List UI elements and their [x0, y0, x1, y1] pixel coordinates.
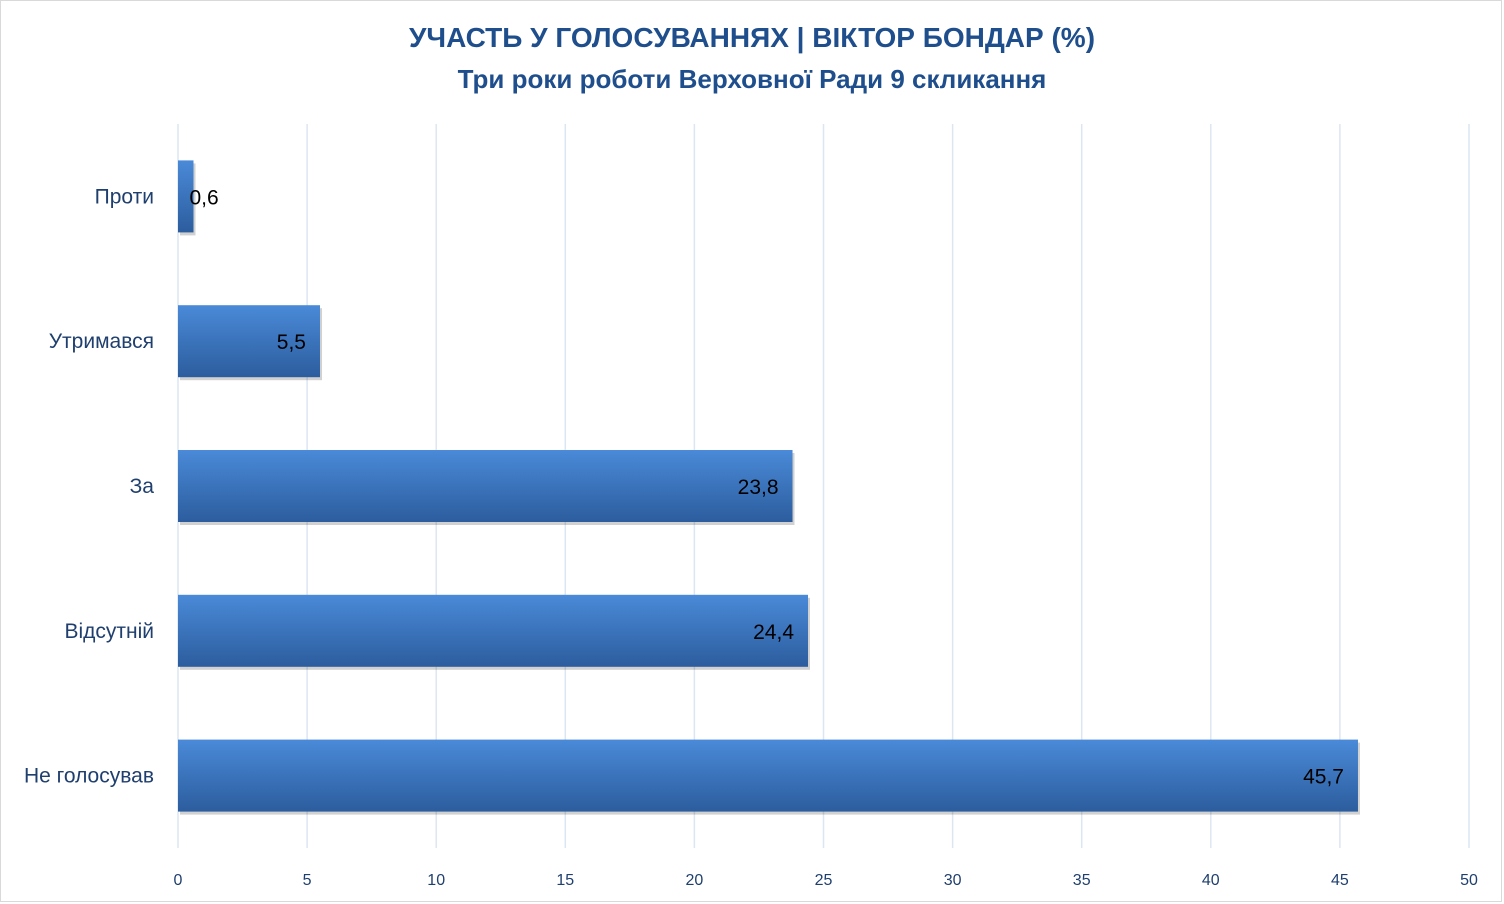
bar-1 [178, 160, 194, 233]
x-tick-label: 20 [686, 872, 704, 889]
category-label: За [130, 475, 155, 498]
data-label: 23,8 [738, 476, 779, 499]
x-tick-label: 25 [815, 872, 833, 889]
data-label: 45,7 [1303, 766, 1344, 789]
x-tick-label: 50 [1460, 872, 1478, 889]
x-tick-label: 15 [556, 872, 574, 889]
labels: 0 5 10 15 20 25 30 35 40 45 50 Проти 0,6 Утримався 5,5… [24, 185, 1478, 889]
bar-5 [178, 739, 1358, 812]
bar-4 [178, 594, 809, 667]
category-label: Не голосував [24, 765, 154, 788]
data-label: 5,5 [277, 331, 306, 354]
x-tick-label: 40 [1202, 872, 1220, 889]
x-tick-label: 45 [1331, 872, 1349, 889]
bar-3 [178, 450, 793, 522]
x-tick-label: 35 [1073, 872, 1091, 889]
category-label: Проти [95, 185, 154, 208]
category-label: Утримався [49, 330, 154, 353]
bar-2 [178, 305, 321, 378]
category-label: Відсутній [64, 620, 154, 643]
x-tick-label: 5 [303, 872, 312, 889]
x-tick-label: 0 [174, 872, 183, 889]
x-tick-label: 30 [944, 872, 962, 889]
data-label: 0,6 [189, 186, 218, 209]
chart-subtitle: Три роки роботи Верховної Ради 9 скликан… [457, 64, 1047, 94]
data-label: 24,4 [753, 621, 794, 644]
x-tick-label: 10 [427, 872, 445, 889]
chart-title: УЧАСТЬ У ГОЛОСУВАННЯХ | ВІКТОР БОНДАР (%… [408, 22, 1096, 53]
bars [178, 160, 1360, 815]
grid-lines [177, 124, 1470, 848]
